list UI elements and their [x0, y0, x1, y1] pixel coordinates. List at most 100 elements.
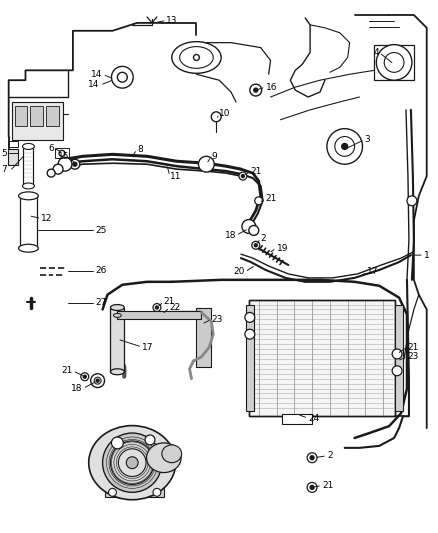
Text: 1: 1 — [424, 251, 430, 260]
Circle shape — [255, 197, 263, 205]
Text: 18: 18 — [225, 231, 236, 240]
Text: 18: 18 — [71, 384, 83, 393]
Ellipse shape — [110, 369, 124, 375]
Circle shape — [111, 437, 124, 449]
Circle shape — [58, 157, 72, 171]
Text: 21: 21 — [62, 366, 73, 375]
Text: 5: 5 — [1, 149, 7, 158]
Circle shape — [91, 374, 105, 387]
Text: 12: 12 — [41, 214, 53, 223]
Text: 26: 26 — [95, 266, 107, 276]
Text: 16: 16 — [265, 83, 277, 92]
Circle shape — [211, 112, 221, 122]
Circle shape — [239, 172, 247, 180]
Circle shape — [117, 72, 127, 82]
Ellipse shape — [18, 192, 38, 200]
Ellipse shape — [147, 443, 181, 473]
Circle shape — [241, 175, 244, 177]
Circle shape — [111, 67, 133, 88]
Circle shape — [327, 128, 363, 164]
Circle shape — [335, 136, 355, 156]
Ellipse shape — [18, 244, 38, 252]
Ellipse shape — [162, 445, 182, 463]
Text: 9: 9 — [211, 152, 217, 161]
Bar — [8, 149, 18, 165]
Circle shape — [250, 84, 261, 96]
Circle shape — [109, 488, 117, 496]
Text: 23: 23 — [407, 352, 418, 361]
Bar — [197, 308, 211, 367]
Circle shape — [384, 53, 404, 72]
Ellipse shape — [22, 143, 34, 149]
Bar — [55, 148, 69, 158]
Bar — [30, 106, 43, 126]
Circle shape — [59, 150, 65, 156]
Bar — [46, 106, 59, 126]
Circle shape — [153, 304, 161, 311]
Ellipse shape — [113, 313, 121, 317]
Circle shape — [47, 169, 55, 177]
Ellipse shape — [22, 183, 34, 189]
Text: 10: 10 — [219, 109, 231, 118]
Text: 27: 27 — [95, 298, 107, 307]
Circle shape — [254, 88, 258, 92]
Text: 15: 15 — [58, 152, 70, 161]
Circle shape — [242, 220, 256, 233]
Circle shape — [392, 366, 402, 376]
Ellipse shape — [180, 46, 213, 68]
Circle shape — [194, 54, 199, 60]
Bar — [374, 45, 414, 80]
Circle shape — [249, 225, 259, 236]
Text: 4: 4 — [374, 48, 379, 57]
Text: 2: 2 — [327, 451, 332, 461]
Bar — [201, 159, 212, 169]
Circle shape — [310, 486, 314, 489]
Text: 11: 11 — [170, 172, 181, 181]
Circle shape — [145, 435, 155, 445]
Circle shape — [118, 449, 146, 477]
Circle shape — [83, 375, 86, 378]
Bar — [249, 300, 395, 416]
Text: 21: 21 — [164, 297, 175, 306]
Circle shape — [392, 349, 402, 359]
Circle shape — [245, 329, 255, 339]
Ellipse shape — [172, 42, 221, 73]
Text: 21: 21 — [265, 195, 277, 203]
Circle shape — [94, 377, 101, 384]
Circle shape — [73, 162, 77, 166]
Circle shape — [307, 453, 317, 463]
Bar — [395, 304, 403, 411]
Text: 19: 19 — [276, 244, 288, 253]
Text: 7: 7 — [1, 165, 7, 174]
Circle shape — [407, 196, 417, 206]
Text: 14: 14 — [91, 70, 102, 79]
Circle shape — [254, 244, 257, 247]
Circle shape — [96, 379, 99, 382]
Ellipse shape — [110, 304, 124, 311]
Bar — [14, 106, 28, 126]
Text: 21: 21 — [251, 167, 262, 176]
Text: 17: 17 — [367, 268, 379, 277]
Circle shape — [110, 441, 154, 484]
Bar — [283, 414, 312, 424]
Circle shape — [245, 312, 255, 322]
Circle shape — [153, 488, 161, 496]
Text: 2: 2 — [261, 234, 266, 243]
Text: 17: 17 — [142, 343, 154, 352]
Text: 21: 21 — [322, 481, 333, 490]
Circle shape — [102, 433, 162, 492]
Text: 21: 21 — [407, 343, 418, 352]
Text: 23: 23 — [211, 315, 223, 324]
Text: 24: 24 — [308, 414, 319, 423]
Bar — [117, 311, 201, 319]
Bar — [249, 300, 395, 416]
Circle shape — [155, 306, 159, 309]
Text: 13: 13 — [166, 17, 177, 26]
Circle shape — [307, 482, 317, 492]
Bar — [12, 102, 63, 140]
Text: 20: 20 — [233, 268, 245, 277]
Bar — [110, 308, 124, 372]
Circle shape — [81, 373, 89, 381]
Text: 14: 14 — [88, 79, 99, 88]
Text: 6: 6 — [48, 144, 54, 153]
